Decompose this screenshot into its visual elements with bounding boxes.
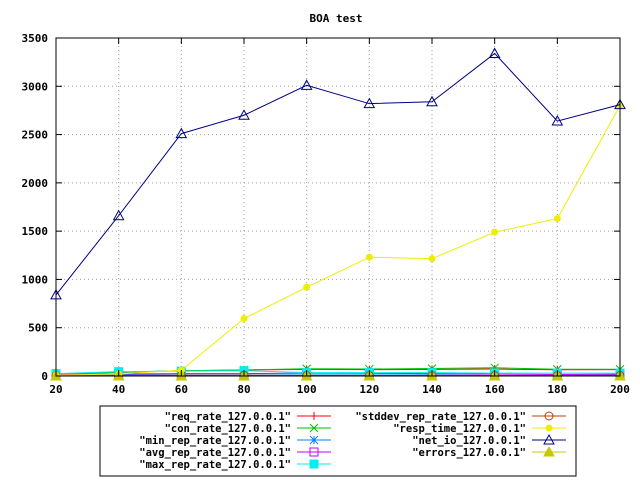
data-point-filled-circle — [553, 215, 561, 223]
series-line — [55, 52, 621, 296]
data-point-filled-square — [309, 459, 319, 469]
legend-label: "req_rate_127.0.0.1" — [165, 411, 291, 423]
data-point-triangle — [238, 109, 250, 120]
data-point-triangle — [543, 433, 555, 445]
legend-label: "resp_time_127.0.0.1" — [393, 423, 526, 435]
data-point-triangle — [175, 127, 188, 139]
legend-label: "con_rate_127.0.0.1" — [165, 423, 291, 435]
data-point-triangle — [551, 115, 564, 126]
data-point-filled-circle — [365, 253, 373, 261]
y-tick-label: 3000 — [22, 80, 49, 93]
x-tick-label: 80 — [237, 383, 250, 396]
x-tick-label: 60 — [175, 383, 188, 396]
data-point-filled-triangle — [543, 445, 555, 457]
legend-item: "net_io_127.0.0.1" — [412, 433, 566, 447]
data-point-filled-circle — [491, 228, 499, 236]
data-point-triangle — [112, 209, 125, 221]
data-point-x — [309, 423, 319, 433]
grid-lines — [56, 38, 620, 376]
legend-item: "req_rate_127.0.0.1" — [165, 411, 331, 423]
legend-item: "resp_time_127.0.0.1" — [393, 423, 566, 435]
data-point-triangle — [363, 97, 376, 109]
axis-ticks: 0 500 1000 1500 2000 2500 3000 3500 20 40 60 80 100 1… — [22, 32, 630, 396]
legend-label: "max_rep_rate_127.0.0.1" — [139, 459, 291, 471]
data-point-triangle — [300, 79, 313, 90]
legend-label: "net_io_127.0.0.1" — [412, 435, 526, 447]
y-tick-label: 2500 — [22, 129, 49, 142]
plot-frame — [55, 37, 621, 377]
series-3 — [51, 368, 625, 380]
legend-item: "stddev_rep_rate_127.0.0.1" — [355, 411, 566, 423]
y-tick-label: 3500 — [22, 32, 49, 45]
legend-item: "avg_rep_rate_127.0.0.1" — [139, 447, 331, 459]
y-tick-label: 1500 — [22, 225, 49, 238]
y-tick-label: 500 — [28, 322, 48, 335]
y-tick-label: 2000 — [22, 177, 49, 190]
legend-label: "stddev_rep_rate_127.0.0.1" — [355, 411, 526, 423]
data-point-circle — [544, 411, 554, 421]
y-tick-label: 1000 — [22, 273, 49, 286]
x-tick-label: 20 — [49, 383, 62, 396]
series-line — [55, 372, 621, 376]
series-line — [55, 105, 621, 376]
data-point-star — [309, 435, 319, 445]
series-7 — [50, 47, 626, 300]
series-line — [55, 370, 620, 375]
data-point-filled-circle — [303, 283, 311, 291]
data-point-filled-circle — [428, 255, 436, 263]
series-6 — [52, 102, 624, 379]
x-tick-label: 140 — [422, 383, 442, 396]
data-point-triangle — [426, 95, 438, 107]
legend-label: "min_rep_rate_127.0.0.1" — [139, 435, 291, 447]
data-point-plus — [310, 412, 318, 420]
x-tick-label: 100 — [297, 383, 317, 396]
data-point-triangle — [488, 47, 501, 58]
legend-box — [99, 405, 577, 477]
series-layer — [50, 47, 626, 381]
x-tick-label: 180 — [547, 383, 567, 396]
x-tick-label: 160 — [485, 383, 505, 396]
legend-item: "con_rate_127.0.0.1" — [165, 423, 331, 435]
legend-label: "errors_127.0.0.1" — [412, 447, 526, 459]
legend-item: "errors_127.0.0.1" — [412, 445, 566, 459]
legend-label: "avg_rep_rate_127.0.0.1" — [139, 447, 291, 459]
chart-title: BOA test — [310, 12, 363, 25]
y-tick-label: 0 — [41, 370, 48, 383]
legend-item: "max_rep_rate_127.0.0.1" — [139, 459, 331, 471]
legend-item: "min_rep_rate_127.0.0.1" — [139, 435, 331, 447]
data-point-square — [309, 447, 319, 457]
data-point-filled-circle — [240, 315, 248, 323]
x-tick-label: 200 — [610, 383, 630, 396]
data-point-filled-circle — [545, 424, 553, 432]
legend: "req_rate_127.0.0.1""con_rate_127.0.0.1"… — [99, 405, 577, 477]
x-tick-label: 40 — [112, 383, 125, 396]
x-tick-label: 120 — [359, 383, 379, 396]
